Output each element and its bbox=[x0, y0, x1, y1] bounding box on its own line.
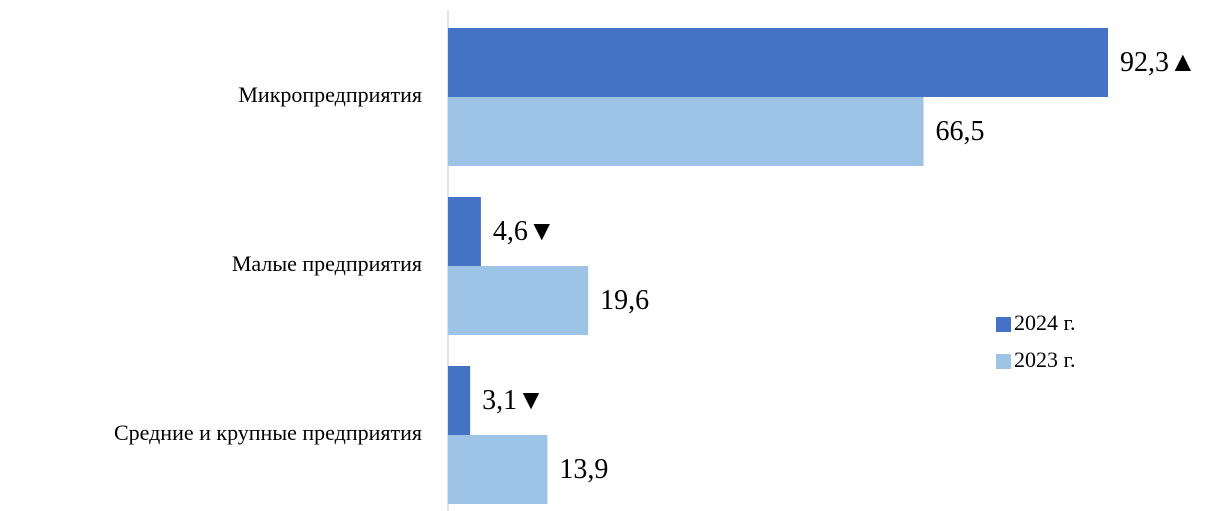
bar bbox=[448, 366, 471, 435]
value-label: 4,6▼ bbox=[493, 216, 556, 247]
category-label: Средние и крупные предприятия bbox=[114, 420, 422, 445]
value-label: 3,1▼ bbox=[482, 385, 545, 416]
value-label: 92,3▲ bbox=[1120, 47, 1197, 78]
bar bbox=[448, 28, 1108, 97]
legend-swatch bbox=[996, 317, 1011, 332]
value-label: 66,5 bbox=[936, 116, 985, 147]
category-label: Микропредприятия bbox=[238, 82, 422, 107]
bar bbox=[448, 435, 548, 504]
bar bbox=[448, 197, 481, 266]
bar bbox=[448, 97, 924, 166]
legend-swatch bbox=[996, 354, 1011, 369]
value-label: 13,9 bbox=[559, 454, 608, 485]
bar bbox=[448, 266, 589, 335]
legend-label: 2023 г. bbox=[1014, 347, 1076, 372]
legend-label: 2024 г. bbox=[1014, 310, 1076, 335]
category-label: Малые предприятия bbox=[232, 251, 422, 276]
value-label: 19,6 bbox=[600, 285, 649, 316]
